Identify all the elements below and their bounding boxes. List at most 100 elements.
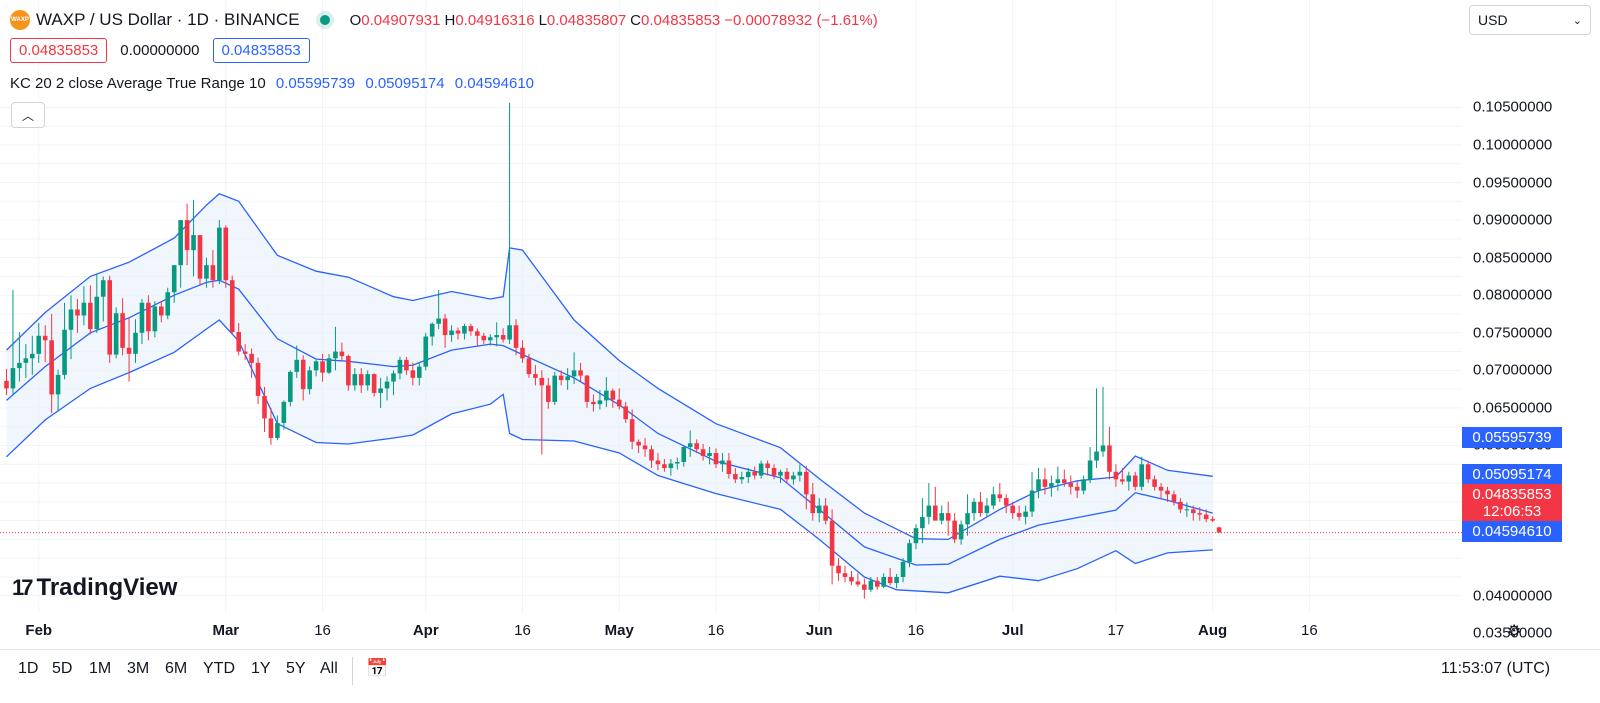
candle-body	[126, 347, 132, 354]
ohlc-high: H0.04916316	[444, 11, 535, 29]
candle-body	[1042, 479, 1048, 487]
candle-body	[384, 381, 390, 389]
candle-body	[784, 471, 790, 480]
timeframe-button-all[interactable]: All	[320, 660, 338, 677]
y-axis-label: 0.08500000	[1473, 249, 1553, 267]
buy-price-button[interactable]: 0.04835853	[212, 38, 310, 63]
settings-gear-icon[interactable]: ⚙	[1507, 623, 1522, 640]
candle-body	[758, 463, 764, 476]
candle-body	[778, 471, 783, 476]
candle-body	[159, 306, 164, 316]
candle-body	[694, 443, 699, 450]
candle-body	[429, 323, 435, 337]
candle-body	[1049, 483, 1054, 487]
keltner-lower-price-tag: 0.04594610	[1462, 521, 1562, 542]
tradingview-brand[interactable]: 17 TradingView	[12, 574, 177, 602]
candle-body	[604, 390, 609, 401]
timeframe-button-5y[interactable]: 5Y	[286, 660, 306, 677]
candle-body	[739, 477, 745, 480]
candle-body	[997, 494, 1003, 499]
y-axis-label: 0.09500000	[1473, 174, 1553, 192]
x-axis-label: Jun	[805, 622, 833, 639]
candle-body	[752, 471, 757, 476]
x-axis-label: 16	[1301, 622, 1318, 639]
candle-body	[558, 375, 564, 381]
candle-body	[449, 330, 454, 336]
market-open-status-icon[interactable]	[319, 15, 330, 25]
y-axis-label: 0.07500000	[1473, 324, 1553, 342]
candle-body	[352, 374, 358, 386]
date-range-calendar-icon[interactable]: 📅	[366, 658, 389, 678]
candle-body	[178, 220, 183, 266]
candle-body	[1178, 501, 1183, 510]
waxp-logo-icon: WAXP	[10, 10, 30, 30]
candle-body	[339, 351, 345, 357]
indicator-legend[interactable]: KC 20 2 close Average True Range 10 0.05…	[10, 75, 534, 92]
timeframe-button-ytd[interactable]: YTD	[203, 660, 235, 677]
candle-body	[771, 468, 777, 476]
candle-body	[939, 513, 945, 521]
price-change: −0.00078932 (−1.61%)	[724, 11, 878, 29]
timeframe-button-5d[interactable]: 5D	[52, 660, 73, 677]
chevron-down-icon: ⌄	[1572, 14, 1582, 27]
timeframe-button-1m[interactable]: 1M	[89, 660, 112, 677]
candle-body	[184, 220, 190, 251]
candle-body	[81, 302, 87, 316]
x-axis-label: 16	[707, 622, 725, 639]
candle-body	[94, 296, 100, 330]
candle-body	[62, 329, 67, 375]
candle-body	[629, 419, 635, 442]
candle-body	[10, 368, 16, 389]
candle-body	[423, 336, 429, 367]
candle-body	[1126, 475, 1132, 482]
candle-body	[404, 359, 409, 371]
sell-price-button[interactable]: 0.04835853	[10, 38, 108, 63]
candle-body	[17, 362, 22, 369]
candle-body	[1100, 445, 1106, 452]
candle-body	[823, 505, 828, 521]
candle-body	[1203, 514, 1209, 520]
candle-body	[294, 359, 300, 372]
candle-body	[539, 377, 545, 386]
candle-body	[378, 388, 383, 393]
symbol-title[interactable]: WAXP / US Dollar · 1D · BINANCE	[36, 10, 300, 29]
timeframe-button-6m[interactable]: 6M	[165, 660, 188, 677]
candle-body	[849, 576, 854, 582]
candle-body	[926, 505, 932, 517]
candle-body	[1023, 511, 1028, 517]
timeframe-button-3m[interactable]: 3M	[127, 660, 150, 677]
utc-clock[interactable]: 11:53:07 (UTC)	[1441, 660, 1551, 677]
candle-body	[565, 376, 570, 381]
candle-body	[546, 385, 551, 402]
currency-select[interactable]: USD ⌄	[1469, 5, 1591, 35]
y-axis-label: 0.10500000	[1473, 98, 1553, 116]
x-axis-label: Aug	[1198, 622, 1228, 639]
candle-body	[371, 374, 377, 393]
candle-body	[36, 335, 42, 354]
candle-body	[281, 401, 287, 423]
x-axis-label: 17	[1107, 622, 1125, 639]
x-axis-label: 16	[514, 622, 531, 639]
candle-body	[810, 494, 816, 514]
candle-body	[1184, 509, 1190, 511]
candle-body	[597, 400, 603, 405]
candle-body	[616, 399, 622, 407]
candle-body	[1036, 479, 1041, 491]
candle-body	[881, 576, 886, 587]
tradingview-logo-icon: 17	[12, 575, 34, 600]
candle-body	[475, 331, 480, 336]
candle-body	[610, 390, 616, 400]
candle-body	[42, 335, 48, 341]
candle-body	[397, 359, 403, 374]
candle-body	[829, 520, 835, 566]
candle-body	[642, 445, 648, 450]
timeframe-button-1d[interactable]: 1D	[18, 660, 39, 677]
candle-body	[726, 460, 732, 475]
collapse-legend-button[interactable]: ︿	[11, 102, 45, 128]
candle-body	[262, 395, 267, 419]
candle-body	[442, 318, 448, 336]
timeframe-button-1y[interactable]: 1Y	[251, 660, 271, 677]
candle-body	[436, 318, 441, 324]
candle-body	[313, 361, 319, 371]
